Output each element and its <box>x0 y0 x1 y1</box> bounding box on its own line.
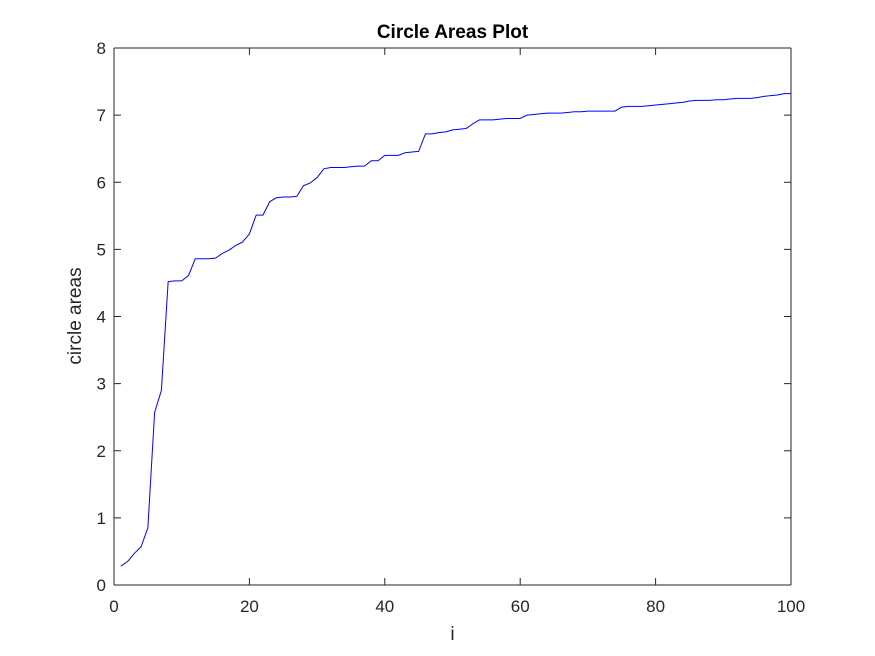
y-tick-label: 2 <box>97 442 106 461</box>
chart-title: Circle Areas Plot <box>377 22 529 43</box>
y-tick-label: 0 <box>97 576 106 595</box>
y-tick-label: 7 <box>97 106 106 125</box>
series-line-1 <box>120 93 791 567</box>
series-layer <box>120 93 791 567</box>
y-tick-label: 1 <box>97 509 106 528</box>
x-tick-label: 60 <box>511 597 530 616</box>
x-tick-label: 20 <box>240 597 259 616</box>
x-tick-label: 0 <box>109 597 118 616</box>
plot-area <box>114 48 791 585</box>
y-tick-label: 4 <box>97 308 106 327</box>
y-axis-title: circle areas <box>65 267 86 364</box>
x-tick-label: 80 <box>646 597 665 616</box>
y-tick-label: 5 <box>97 240 106 259</box>
y-tick-label: 3 <box>97 375 106 394</box>
x-tick-label: 100 <box>777 597 805 616</box>
x-axis-title: i <box>450 624 454 645</box>
y-tick-label: 6 <box>97 173 106 192</box>
ticks-layer: 0 20 40 60 80 100 0 1 2 3 4 5 6 7 8 <box>97 39 806 616</box>
y-tick-label: 8 <box>97 39 106 58</box>
x-tick-label: 40 <box>375 597 394 616</box>
